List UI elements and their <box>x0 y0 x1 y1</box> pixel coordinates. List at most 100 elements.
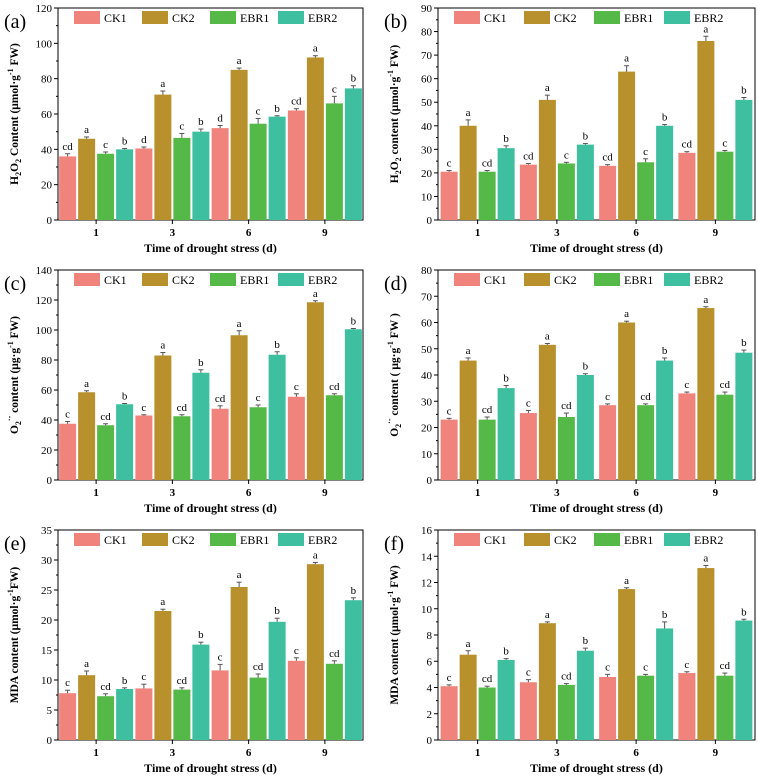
significance-label: a <box>624 308 629 320</box>
significance-label: b <box>583 130 589 142</box>
y-tick-label: 0 <box>47 215 53 227</box>
legend-swatch-ck2 <box>524 273 550 286</box>
bar-ebr1-day3 <box>557 163 575 220</box>
significance-label: a <box>466 345 471 357</box>
y-tick-label: 35 <box>41 525 53 537</box>
bar-ebr2-day6 <box>268 621 286 740</box>
y-tick-label: 2 <box>427 709 433 721</box>
legend-swatch-ebr2 <box>278 533 304 546</box>
significance-label: a <box>703 294 708 306</box>
significance-label: a <box>160 78 165 90</box>
legend-label-ck2: CK2 <box>554 533 577 547</box>
significance-label: a <box>545 82 550 94</box>
legend-swatch-ebr2 <box>278 273 304 286</box>
bar-ck1-day6 <box>599 165 617 220</box>
y-axis-label: MDA content (μmol·g-1 FW) <box>386 565 401 705</box>
legend-swatch-ebr2 <box>664 11 690 24</box>
significance-label: cd <box>177 402 188 414</box>
legend-label-ck2: CK2 <box>172 11 195 25</box>
significance-label: cd <box>561 400 572 412</box>
significance-label: a <box>624 575 629 587</box>
y-tick-label: 60 <box>41 385 53 397</box>
bar-ck1-day9 <box>287 110 305 220</box>
y-tick-label: 10 <box>421 191 433 203</box>
significance-label: a <box>160 340 165 352</box>
bar-ck2-day3 <box>538 99 556 220</box>
legend-label-ck2: CK2 <box>172 533 195 547</box>
chart-panel-b: 0 10 20 30 40 50 60 70 80 90 c a cd b 1 cd a c b 3 cd a c b 6 cd a… <box>384 3 756 255</box>
legend-label-ebr1: EBR1 <box>240 11 269 25</box>
bar-ebr1-day6 <box>249 123 267 220</box>
legend-label-ck1: CK1 <box>484 273 507 287</box>
panel-label: (b) <box>384 11 407 33</box>
significance-label: a <box>624 53 629 65</box>
x-axis-label: Time of drought stress (d) <box>530 761 663 775</box>
bar-ebr2-day3 <box>192 372 210 480</box>
bar-ebr2-day3 <box>192 131 210 220</box>
legend-label-ebr1: EBR1 <box>240 533 269 547</box>
bar-ck2-day9 <box>697 40 715 220</box>
y-tick-label: 20 <box>41 180 53 192</box>
x-tick-label: 9 <box>322 487 328 499</box>
significance-label: b <box>662 609 668 621</box>
bar-ebr1-day1 <box>478 687 496 740</box>
y-tick-label: 40 <box>41 415 53 427</box>
bar-ck2-day6 <box>618 589 636 740</box>
bar-ck2-day1 <box>78 138 96 220</box>
legend-label-ebr1: EBR1 <box>624 273 653 287</box>
significance-label: cd <box>682 139 693 151</box>
significance-label: cd <box>482 158 493 170</box>
chart-panel-c: 020406080100120140cacdb1cacdb3cdacb6cacd… <box>4 265 364 515</box>
y-tick-label: 4 <box>427 683 433 695</box>
bar-ck1-day1 <box>440 686 458 740</box>
legend-label-ck2: CK2 <box>554 273 577 287</box>
bar-ebr1-day9 <box>716 394 734 480</box>
significance-label: c <box>447 405 452 417</box>
y-axis-label: O2·- content (μg·g-1 FW) <box>5 316 23 434</box>
significance-label: c <box>643 661 648 673</box>
bar-ebr1-day6 <box>249 407 267 480</box>
y-tick-label: 14 <box>421 551 433 563</box>
significance-label: a <box>237 55 242 67</box>
bar-ebr1-day1 <box>97 425 115 480</box>
significance-label: b <box>351 316 357 328</box>
significance-label: b <box>351 73 357 85</box>
significance-label: c <box>643 146 648 158</box>
x-tick-label: 6 <box>633 227 639 239</box>
bar-ck2-day6 <box>230 587 248 740</box>
significance-label: d <box>141 134 147 146</box>
significance-label: b <box>274 605 280 617</box>
significance-label: b <box>662 345 668 357</box>
y-tick-label: 70 <box>421 50 433 62</box>
significance-label: b <box>583 361 589 373</box>
bar-ebr2-day3 <box>192 644 210 740</box>
legend-label-ck2: CK2 <box>172 273 195 287</box>
bar-ck2-day1 <box>459 360 477 480</box>
y-axis-label: H2O2 Content (μmol·g-1 FW) <box>6 43 23 185</box>
significance-label: cd <box>100 411 111 423</box>
legend-swatch-ebr2 <box>278 11 304 24</box>
x-tick-label: 9 <box>713 487 719 499</box>
y-tick-label: 60 <box>41 109 53 121</box>
legend-swatch-ck1 <box>454 533 480 546</box>
bar-ebr1-day9 <box>325 103 343 220</box>
x-tick-label: 9 <box>322 227 328 239</box>
significance-label: cd <box>329 648 340 660</box>
bar-ck1-day6 <box>211 128 229 220</box>
legend-label-ebr1: EBR1 <box>624 533 653 547</box>
y-tick-label: 140 <box>36 265 53 277</box>
significance-label: a <box>237 569 242 581</box>
legend-swatch-ebr1 <box>210 11 236 24</box>
significance-label: b <box>503 646 509 658</box>
bar-ck2-day3 <box>154 94 172 220</box>
y-tick-label: 6 <box>427 656 433 668</box>
significance-label: a <box>84 124 89 136</box>
x-tick-label: 6 <box>633 487 639 499</box>
significance-label: c <box>294 645 299 657</box>
significance-label: cd <box>253 661 264 673</box>
legend-swatch-ck1 <box>74 533 100 546</box>
significance-label: a <box>466 638 471 650</box>
legend-label-ck1: CK1 <box>104 533 127 547</box>
significance-label: a <box>545 609 550 621</box>
